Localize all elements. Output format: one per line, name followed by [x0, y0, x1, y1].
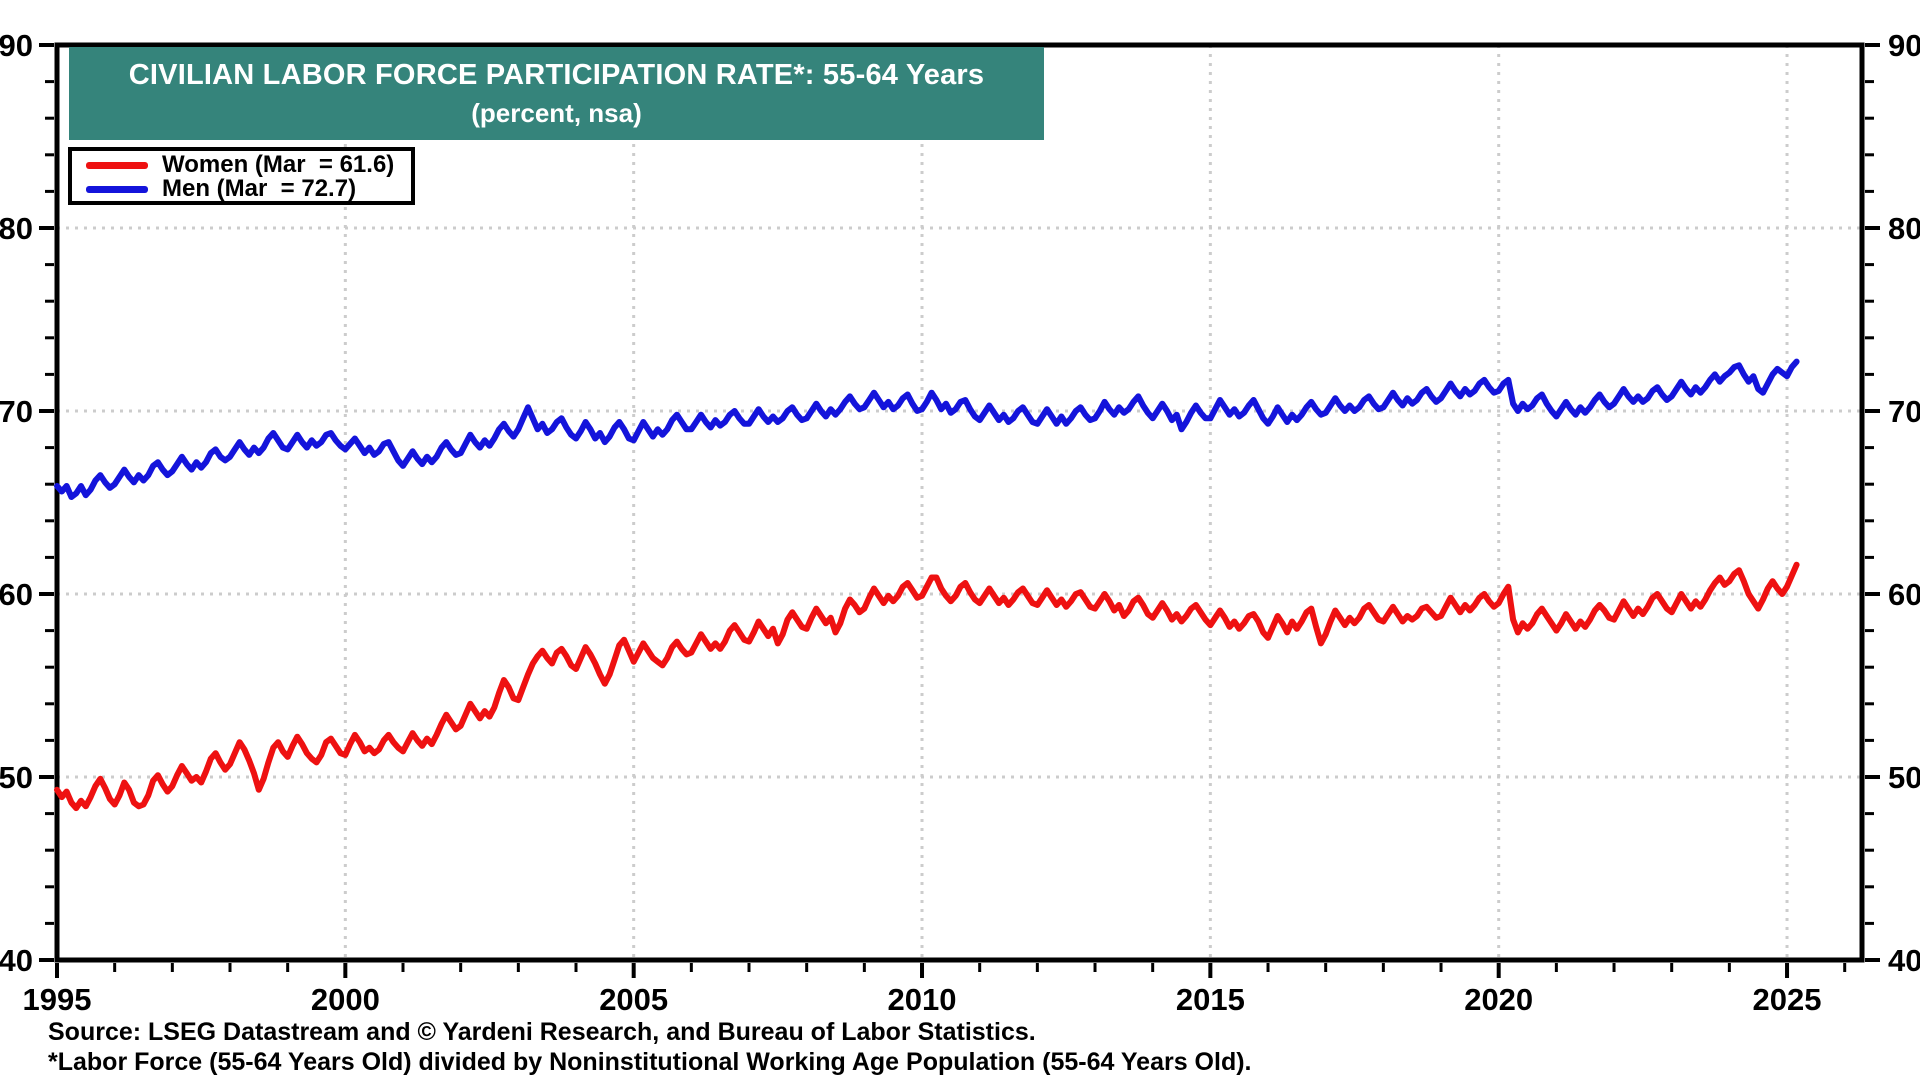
plot-frame: [54, 42, 1865, 963]
footnote-line: *Labor Force (55-64 Years Old) divided b…: [48, 1048, 1252, 1076]
x-axis-label: 2005: [599, 982, 668, 1017]
y-axis-label-left: 60: [0, 577, 33, 612]
chart-title: CIVILIAN LABOR FORCE PARTICIPATION RATE*…: [128, 58, 985, 91]
x-axis-label: 2010: [888, 982, 957, 1017]
chart-title-box: CIVILIAN LABOR FORCE PARTICIPATION RATE*…: [69, 47, 1044, 140]
y-axis-label-right: 60: [1888, 577, 1920, 612]
legend-label-men: Men (Mar = 72.7): [162, 175, 357, 202]
y-axis-label-left: 50: [0, 760, 33, 795]
y-axis-label-left: 90: [0, 28, 33, 63]
legend: Women (Mar = 61.6) Men (Mar = 72.7): [68, 147, 415, 205]
men-line-swatch: [86, 185, 148, 193]
y-axis-label-right: 70: [1888, 394, 1920, 429]
legend-label-women: Women (Mar = 61.6): [162, 151, 395, 178]
legend-item-men: Men (Mar = 72.7): [72, 177, 411, 201]
x-axis-label: 2020: [1464, 982, 1533, 1017]
x-axis-label: 2015: [1176, 982, 1245, 1017]
x-axis-label: 1995: [23, 982, 92, 1017]
y-axis-label-right: 80: [1888, 211, 1920, 246]
x-axis-label: 2025: [1753, 982, 1822, 1017]
y-axis-label-right: 90: [1888, 28, 1920, 63]
chart-subtitle: (percent, nsa): [471, 97, 642, 128]
women-series-line: [54, 561, 1800, 812]
men-series-line: [54, 358, 1800, 500]
legend-item-women: Women (Mar = 61.6): [72, 153, 411, 177]
x-axis-label: 2000: [311, 982, 380, 1017]
y-axis-label-right: 50: [1888, 760, 1920, 795]
source-line: Source: LSEG Datastream and © Yardeni Re…: [48, 1018, 1036, 1046]
y-axis-label-left: 80: [0, 211, 33, 246]
women-line-swatch: [86, 161, 148, 169]
y-axis-label-left: 70: [0, 394, 33, 429]
y-axis-label-left: 40: [0, 943, 33, 978]
y-axis-label-right: 40: [1888, 943, 1920, 978]
